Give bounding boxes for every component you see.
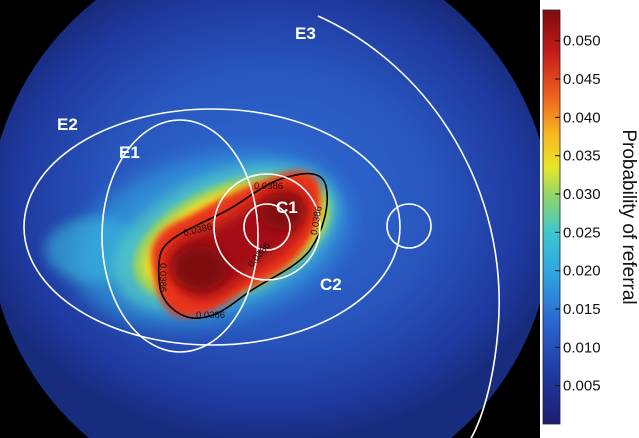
colorbar-title: Probability of referral xyxy=(618,129,639,304)
region-label-e3: E3 xyxy=(295,24,316,43)
e3-boundary xyxy=(317,15,500,438)
colorbar: 0.005 0.010 0.015 0.020 0.025 0.030 0.035 0.040… xyxy=(542,9,639,425)
colorbar-tick-label: 0.045 xyxy=(563,71,601,88)
contour-label-bottom: 0.0386 xyxy=(196,310,225,321)
region-label-e2: E2 xyxy=(57,115,78,134)
contour-line xyxy=(157,172,329,319)
region-label-e1: E1 xyxy=(119,143,140,162)
e1-boundary xyxy=(101,119,259,353)
c2-boundary xyxy=(213,173,321,281)
c1-boundary xyxy=(243,203,291,251)
colorbar-tick-label: 0.030 xyxy=(563,186,601,203)
colorbar-tick-label: 0.050 xyxy=(563,33,601,50)
colorbar-tick-label: 0.015 xyxy=(563,301,601,318)
contour-label-right: 0.0386 xyxy=(309,205,325,236)
blind-spot-boundary xyxy=(386,203,432,249)
colorbar-tick-label: 0.020 xyxy=(563,263,601,280)
outline-curves xyxy=(23,15,500,438)
colorbar-gradient xyxy=(542,9,561,425)
region-label-c1: C1 xyxy=(276,198,298,217)
colorbar-tick-label: 0.035 xyxy=(563,148,601,165)
colorbar-tick-label: 0.010 xyxy=(563,339,601,356)
region-label-c2: C2 xyxy=(320,275,342,294)
e2-boundary xyxy=(23,108,401,346)
colorbar-tick-label: 0.040 xyxy=(563,109,601,126)
heatmap-plot-area: E3 E2 E1 C1 C2 0.0386 0.0386 0.0386 0.03… xyxy=(0,0,540,438)
heatmap-peak-right xyxy=(260,194,304,230)
contour-label-top: 0.0386 xyxy=(254,181,283,192)
colorbar-ticks: 0.005 0.010 0.015 0.020 0.025 0.030 0.035 0.040… xyxy=(555,33,601,395)
contour-label-left: 0.0386 xyxy=(157,263,168,292)
colorbar-tick-label: 0.025 xyxy=(563,224,601,241)
heatmap-peak-left xyxy=(172,246,228,290)
heatmap-field xyxy=(0,0,540,438)
colorbar-tick-label: 0.005 xyxy=(563,378,601,395)
region-labels: E3 E2 E1 C1 C2 xyxy=(57,24,342,294)
